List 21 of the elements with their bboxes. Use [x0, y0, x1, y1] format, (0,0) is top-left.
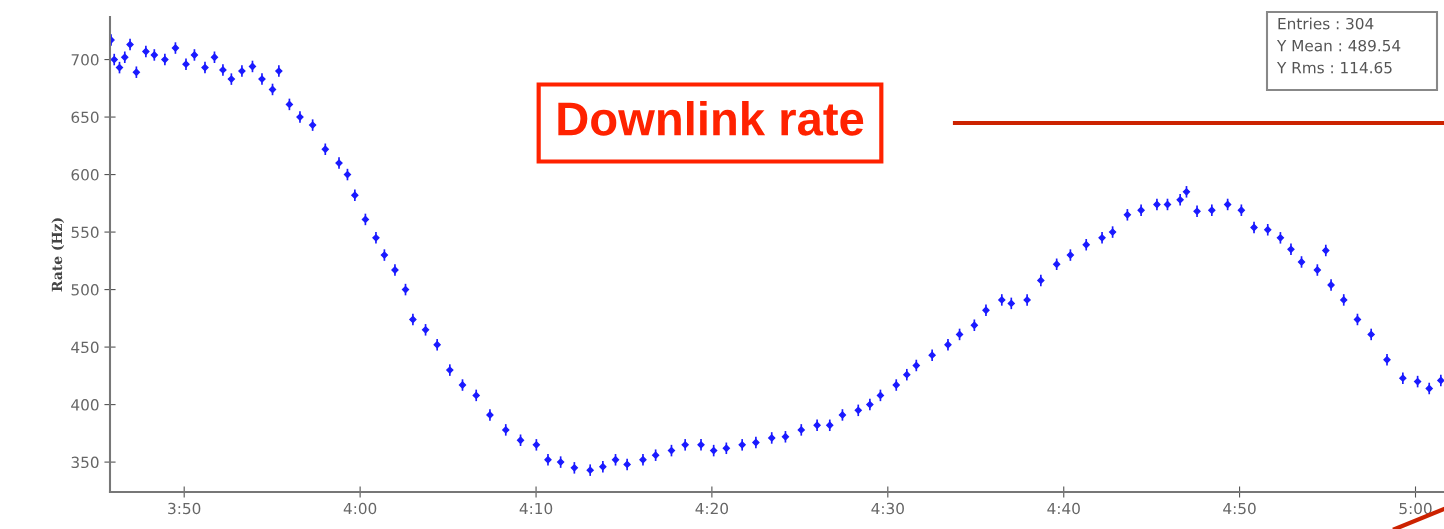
- y-tick-label: 450: [71, 341, 99, 354]
- y-tick-label: 400: [71, 399, 99, 411]
- x-tick-label: 4:10: [519, 502, 553, 515]
- x-tick-label: 4:00: [343, 502, 377, 515]
- annotation: Downlink rate: [558, 100, 864, 136]
- annotation: Y Rms : 114.65: [1276, 61, 1392, 74]
- x-tick-label: 4:50: [1223, 502, 1256, 515]
- y-tick-label: 700: [71, 54, 99, 66]
- y-tick-label: 350: [71, 456, 99, 469]
- y-tick-label: 550: [71, 226, 99, 239]
- x-tick-label: 4:20: [695, 502, 729, 515]
- y-tick-label: 600: [71, 169, 99, 181]
- y-tick-label: 500: [71, 284, 99, 296]
- y-tick-label: 650: [71, 111, 99, 124]
- x-tick-label: 5:00: [1399, 502, 1432, 515]
- x-tick-label: 4:30: [871, 502, 904, 515]
- annotation: Entries : 304: [1278, 17, 1374, 30]
- annotation: Y Mean : 489.54: [1276, 39, 1401, 52]
- y-axis-title: Rate (Hz): [51, 218, 65, 292]
- x-tick-label: 4:40: [1047, 502, 1080, 515]
- x-tick-label: 3:50: [168, 502, 201, 515]
